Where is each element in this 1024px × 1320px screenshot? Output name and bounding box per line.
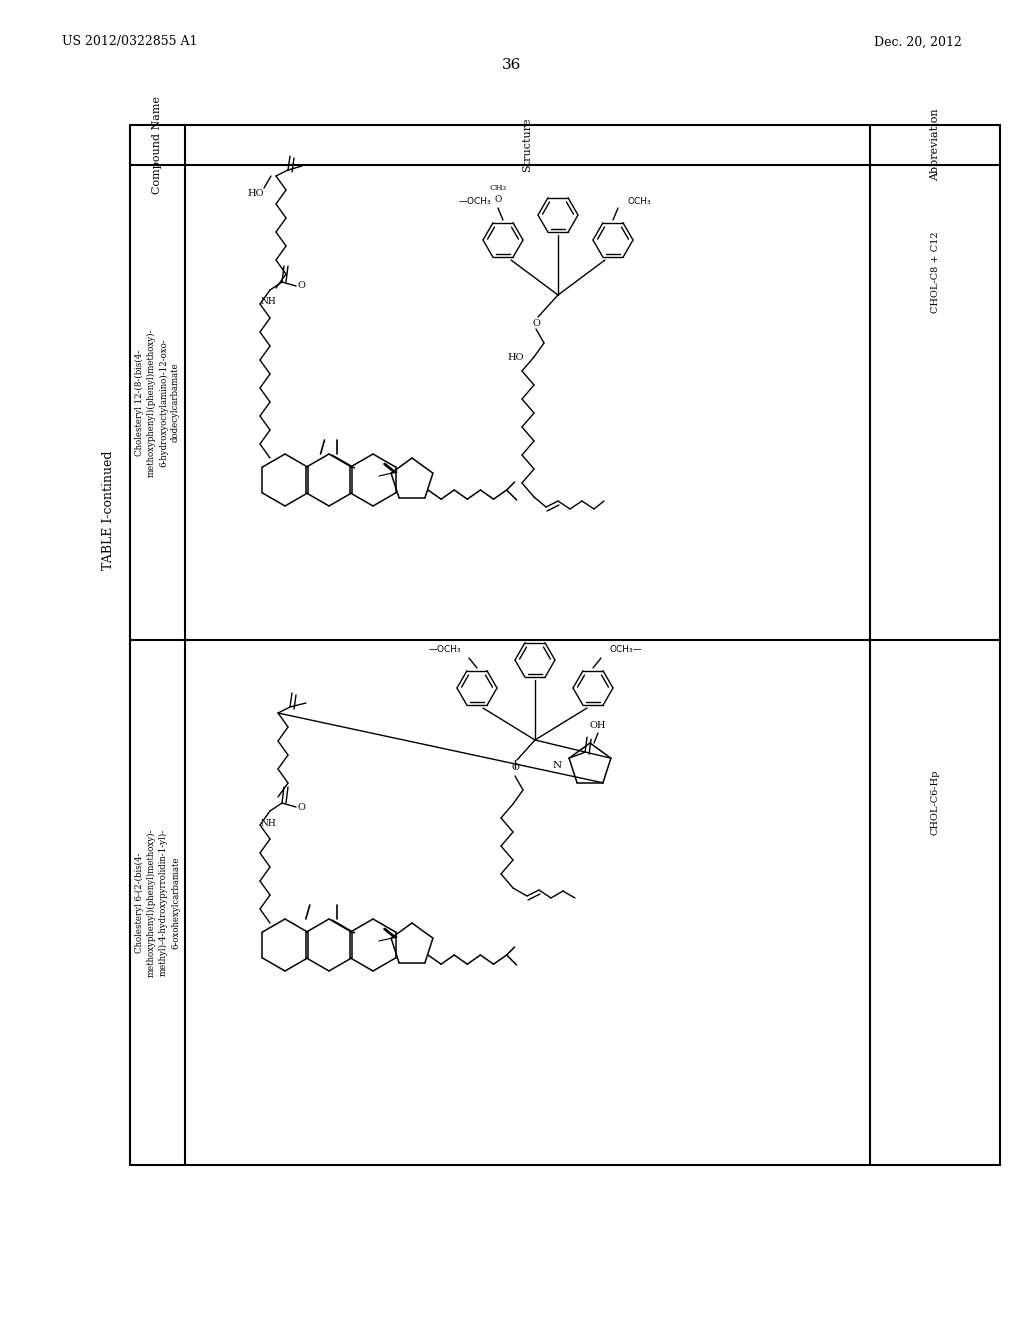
Text: HO: HO xyxy=(508,352,524,362)
Text: OH: OH xyxy=(590,721,606,730)
Text: CH₃: CH₃ xyxy=(489,183,507,191)
Text: OCH₃: OCH₃ xyxy=(627,198,650,206)
Text: CHOL-C6-Hp: CHOL-C6-Hp xyxy=(931,770,939,836)
Text: O: O xyxy=(298,281,306,290)
Text: Structure: Structure xyxy=(522,117,532,173)
Text: TABLE I-continued: TABLE I-continued xyxy=(101,450,115,570)
Text: OCH₃—: OCH₃— xyxy=(609,645,642,655)
Text: O: O xyxy=(495,195,502,205)
Text: O: O xyxy=(298,803,306,812)
Text: Abbreviation: Abbreviation xyxy=(930,108,940,181)
Text: HO: HO xyxy=(248,190,264,198)
Text: —OCH₃: —OCH₃ xyxy=(428,645,461,655)
Text: O: O xyxy=(532,318,540,327)
Text: Compound Name: Compound Name xyxy=(153,96,163,194)
Text: NH: NH xyxy=(260,297,275,306)
Text: —OCH₃: —OCH₃ xyxy=(459,198,490,206)
Text: O: O xyxy=(511,763,519,772)
Text: CHOL-C8 + C12: CHOL-C8 + C12 xyxy=(931,232,939,313)
Text: US 2012/0322855 A1: US 2012/0322855 A1 xyxy=(62,36,198,49)
Text: 36: 36 xyxy=(503,58,521,73)
Text: Cholesteryl 6-(2-(bis(4-
methoxyphenyl)(phenyl)methoxy)-
methyl)-4-hydroxypyrrol: Cholesteryl 6-(2-(bis(4- methoxyphenyl)(… xyxy=(135,828,180,977)
Text: NH: NH xyxy=(260,818,275,828)
Text: Dec. 20, 2012: Dec. 20, 2012 xyxy=(874,36,962,49)
Text: N: N xyxy=(553,760,562,770)
Text: Cholesteryl 12-(8-(bis(4-
methoxyphenyl)(phenyl)methoxy)-
6-hydroxyoctylamino)-1: Cholesteryl 12-(8-(bis(4- methoxyphenyl)… xyxy=(135,329,180,477)
